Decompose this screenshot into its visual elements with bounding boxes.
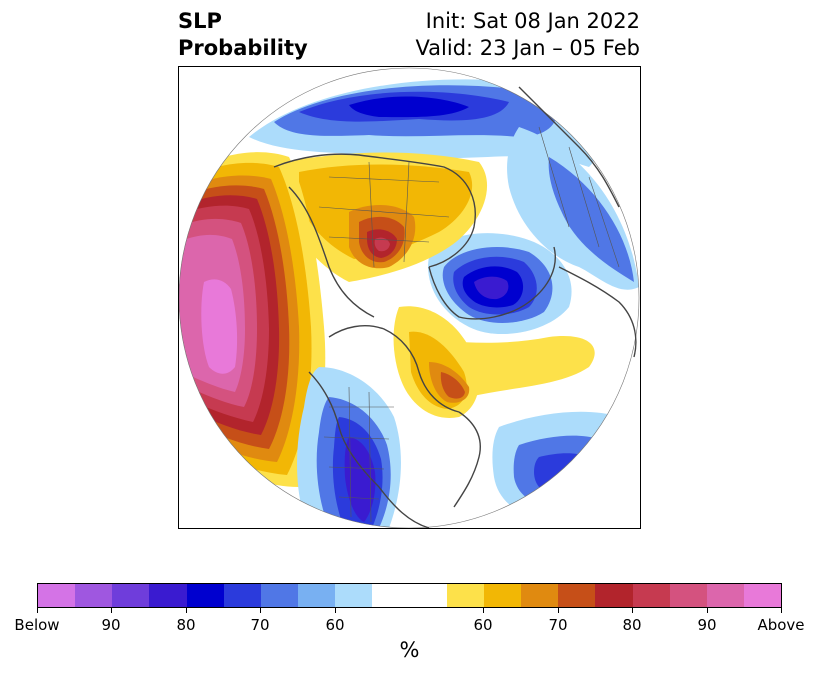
colorbar-tick [707, 608, 708, 613]
colorbar [37, 583, 782, 608]
colorbar-tick [781, 608, 782, 613]
colorbar-tick-label: 90 [697, 616, 717, 634]
colorbar-swatch [335, 584, 373, 607]
colorbar-tick-label: Above [757, 616, 805, 634]
polar-map [179, 67, 640, 528]
colorbar-swatch [706, 584, 744, 607]
colorbar-tick-label: Below [14, 616, 60, 634]
colorbar-swatch [409, 584, 447, 607]
colorbar-swatch [521, 584, 559, 607]
colorbar-tick [186, 608, 187, 613]
colorbar-swatch [372, 584, 410, 607]
chart-title-right: Init: Sat 08 Jan 2022 Valid: 23 Jan – 05… [415, 8, 640, 62]
chart-title-left: SLP Probability [178, 8, 308, 62]
colorbar-tick-label: 60 [473, 616, 493, 634]
colorbar-swatch [75, 584, 113, 607]
colorbar-tick [483, 608, 484, 613]
colorbar-swatch [223, 584, 261, 607]
colorbar-swatch [298, 584, 336, 607]
colorbar-swatch [558, 584, 596, 607]
colorbar-tick [111, 608, 112, 613]
colorbar-swatch [595, 584, 633, 607]
colorbar-swatch [112, 584, 150, 607]
colorbar-tick-label: 90 [101, 616, 121, 634]
colorbar-swatch [483, 584, 522, 607]
colorbar-swatch [632, 584, 670, 607]
colorbar-units-label: % [399, 638, 420, 662]
colorbar-swatch [38, 584, 76, 607]
probability-field [179, 68, 639, 528]
valid-range: Valid: 23 Jan – 05 Feb [415, 36, 640, 60]
colorbar-ticks [37, 608, 782, 614]
colorbar-tick-label: 60 [325, 616, 345, 634]
colorbar-swatch [446, 584, 484, 607]
colorbar-tick [632, 608, 633, 613]
colorbar-tick-labels: Below 90 80 70 60 60 70 80 90 Above [14, 616, 804, 636]
title-variable: SLP [178, 9, 222, 33]
colorbar-swatch [149, 584, 187, 607]
colorbar-swatch [743, 584, 782, 607]
colorbar-tick-label: 70 [548, 616, 568, 634]
coastlines [273, 86, 637, 528]
colorbar-tick [558, 608, 559, 613]
colorbar-tick [335, 608, 336, 613]
init-date: Init: Sat 08 Jan 2022 [425, 9, 640, 33]
borders [318, 126, 620, 523]
title-product: Probability [178, 36, 308, 60]
colorbar-tick-label: 80 [176, 616, 196, 634]
colorbar-tick [260, 608, 261, 613]
colorbar-tick-label: 70 [250, 616, 270, 634]
colorbar-swatch [669, 584, 707, 607]
map-panel [178, 66, 641, 529]
colorbar-tick-label: 80 [622, 616, 642, 634]
colorbar-swatch [186, 584, 224, 607]
colorbar-tick [37, 608, 38, 613]
colorbar-swatch [260, 584, 299, 607]
